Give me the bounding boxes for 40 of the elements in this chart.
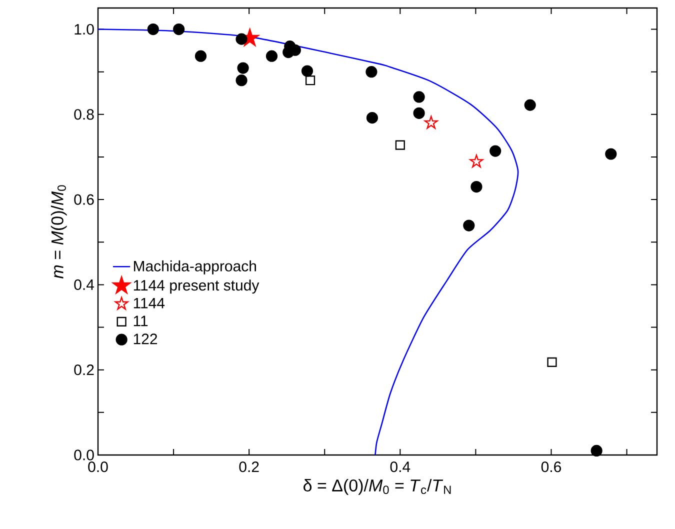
point	[173, 23, 185, 36]
x-tick-label: 0.0	[88, 462, 108, 472]
y-tick-label: 0.4	[74, 279, 94, 290]
point	[305, 76, 316, 86]
point	[413, 107, 425, 119]
point	[470, 154, 484, 168]
point	[266, 50, 278, 62]
point	[413, 91, 425, 103]
legend-label: 1144 present study	[134, 280, 260, 294]
point	[524, 99, 536, 111]
point	[395, 140, 405, 150]
y-axis-title: m = M(0)/M$_{0}$	[50, 185, 67, 278]
y-tick-label: 0.6	[74, 194, 94, 205]
y-tick-label: 1.0	[74, 24, 94, 35]
x-tick-label: 0.4	[390, 462, 410, 472]
legend-label: 11	[134, 316, 148, 326]
legend-label: 1144	[134, 298, 165, 308]
point	[236, 33, 248, 45]
point	[366, 66, 378, 78]
x-tick-label: 0.6	[541, 462, 562, 472]
y-tick-label: 0.0	[74, 450, 94, 460]
point	[470, 180, 482, 193]
point	[463, 220, 475, 232]
point	[490, 145, 502, 157]
y-tick-label: 0.2	[74, 364, 94, 376]
text: δ = Δ(0)/M$_{0}$ = T$_{c}$/T$_{N}$	[304, 479, 451, 495]
point	[590, 444, 602, 457]
legend-label: Machida-approach	[134, 260, 256, 274]
point	[194, 50, 207, 62]
point	[301, 65, 314, 77]
point	[236, 74, 248, 86]
point	[237, 62, 249, 74]
point	[366, 112, 378, 124]
legend-label: 122	[134, 334, 158, 344]
point	[424, 116, 438, 129]
point	[547, 357, 557, 367]
y-tick-label: 0.8	[74, 109, 94, 120]
x-tick-label: 0.2	[239, 462, 259, 472]
point	[147, 23, 159, 36]
point	[605, 148, 617, 160]
